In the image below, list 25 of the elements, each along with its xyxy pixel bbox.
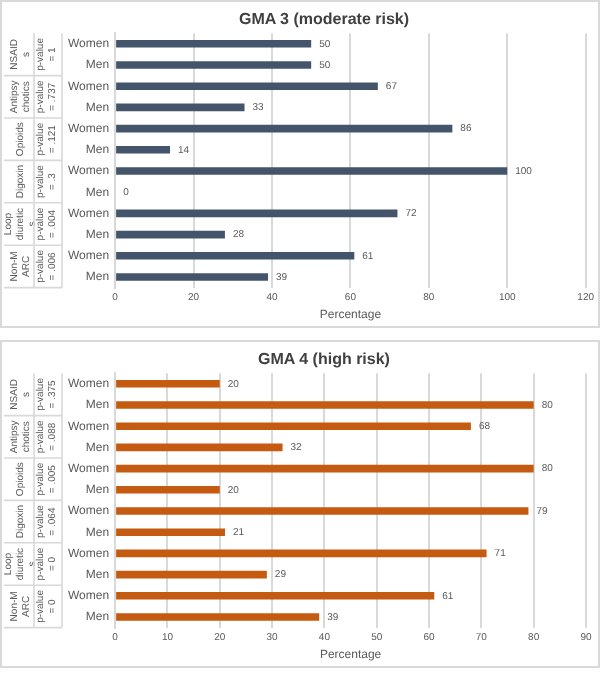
bar: [116, 145, 171, 154]
bar: [116, 443, 283, 452]
chart-title: GMA 3 (moderate risk): [238, 10, 410, 29]
bar: [116, 124, 453, 133]
bar: [116, 230, 225, 239]
chart-title: GMA 4 (high risk): [258, 350, 391, 369]
bar: [116, 167, 508, 175]
bar: [116, 485, 220, 494]
bar: [116, 591, 435, 600]
bar: [116, 61, 312, 69]
bar: [116, 464, 534, 473]
bar: [116, 82, 378, 91]
bar: [116, 273, 269, 281]
bar: [116, 549, 487, 558]
bar: [116, 570, 267, 579]
bar: [116, 422, 471, 431]
bar: [116, 251, 355, 260]
bar: [116, 528, 225, 537]
bar: [116, 103, 245, 112]
bar: [116, 613, 320, 621]
bar: [116, 39, 312, 48]
bar: [116, 379, 220, 388]
bar: [116, 209, 398, 218]
bar: [116, 401, 534, 409]
bar: [116, 507, 529, 515]
